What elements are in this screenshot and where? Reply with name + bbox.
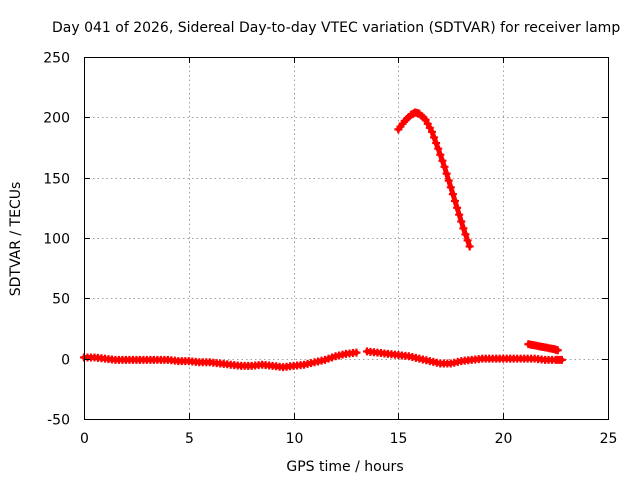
series-mid-track [362,347,566,368]
data-point-interp [463,236,472,245]
data-point [440,162,449,171]
data-point-interp [430,133,439,142]
x-tick-label: 0 [80,431,89,447]
x-tick-label: 10 [286,431,304,447]
data-layer [80,108,566,372]
data-point-interp [442,169,451,178]
data-point [352,348,361,357]
y-tick-label: 50 [52,292,70,308]
y-tick-label: 0 [61,353,70,369]
data-point [459,224,468,233]
data-point [557,355,566,364]
data-point-interp [425,123,434,132]
grid-layer [84,57,608,419]
data-point-interp [432,139,441,148]
x-axis-label: GPS time / hours [286,459,403,475]
x-tick-label: 20 [495,431,513,447]
data-point-interp [457,217,466,226]
data-point [434,144,443,153]
tick-layer: 0 5 10 15 20 25 -50 0 50 100 150 200 250 [43,51,617,448]
y-tick-label: 100 [43,232,70,248]
y-tick-label: 250 [43,51,70,67]
data-point-interp [444,176,453,185]
data-point-interp [455,210,464,219]
y-tick-label: 200 [43,111,70,127]
y-tick-label: 150 [43,172,70,188]
series-low-elevation-track [80,348,361,372]
data-point [453,203,462,212]
x-tick-label: 5 [185,431,194,447]
data-point-interp [423,119,432,128]
x-tick-label: 25 [600,431,618,447]
y-axis-label: SDTVAR / TECUs [8,182,24,297]
data-point [421,115,430,124]
series-high-arc [394,108,474,251]
chart-title: Day 041 of 2026, Sidereal Day-to-day VTE… [52,20,620,36]
data-point-interp [448,190,457,199]
data-point [465,242,474,251]
data-point [427,127,436,136]
data-point-interp [438,156,447,165]
data-point [446,183,455,192]
data-point-interp [461,230,470,239]
x-tick-label: 15 [390,431,408,447]
y-tick-label: -50 [47,413,70,429]
data-point-interp [450,196,459,205]
series-late-short-track [524,340,562,355]
data-point [553,346,562,355]
data-point-interp [436,150,445,159]
